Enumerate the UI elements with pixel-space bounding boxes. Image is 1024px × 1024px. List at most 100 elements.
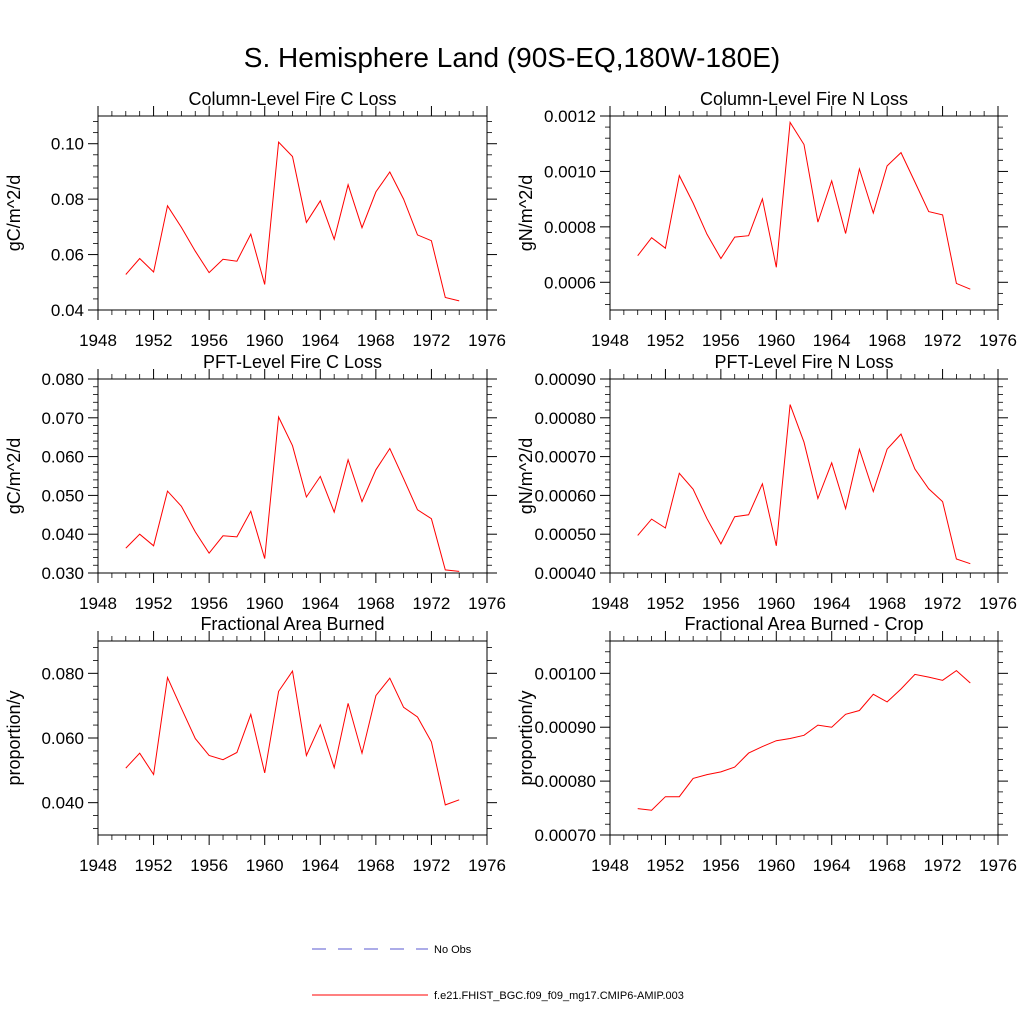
x-tick-label: 1948 — [79, 594, 117, 613]
x-tick-label: 1968 — [868, 856, 906, 875]
y-axis-label: proportion/y — [516, 690, 536, 785]
y-tick-label: 0.00090 — [535, 718, 596, 737]
y-axis-label: gN/m^2/d — [516, 438, 536, 514]
x-tick-label: 1972 — [413, 856, 451, 875]
panel-pft-level-fire-n-loss: PFT-Level Fire N Loss gN/m^2/d 1948 1952 195… — [516, 352, 1017, 613]
figure-title: S. Hemisphere Land (90S-EQ,180W-180E) — [244, 42, 780, 73]
x-tick-label: 1956 — [190, 331, 228, 350]
x-tick-label: 1968 — [357, 856, 395, 875]
x-tick-label: 1960 — [757, 331, 795, 350]
y-tick-label: 0.080 — [41, 664, 84, 683]
legend-label-no-obs: No Obs — [434, 944, 472, 956]
y-tick-label: 0.00090 — [535, 370, 596, 389]
x-tick-label: 1952 — [647, 856, 685, 875]
x-tick-label: 1972 — [924, 594, 962, 613]
y-tick-label: 0.00100 — [535, 664, 596, 683]
panel-column-level-fire-c-loss: Column-Level Fire C Loss gC/m^2/d 1948 1952… — [4, 89, 506, 350]
panel-pft-level-fire-c-loss: PFT-Level Fire C Loss gC/m^2/d 1948 1952 195… — [4, 352, 506, 613]
x-tick-label: 1952 — [135, 331, 173, 350]
y-tick-label: 0.0006 — [544, 273, 596, 292]
x-tick-label: 1964 — [301, 594, 339, 613]
y-tick-label: 0.0012 — [544, 107, 596, 126]
x-tick-label: 1964 — [301, 331, 339, 350]
panels: Column-Level Fire C Loss gC/m^2/d 1948 1952… — [4, 89, 1017, 875]
x-tick-label: 1964 — [301, 856, 339, 875]
x-tick-label: 1960 — [757, 594, 795, 613]
x-tick-label: 1948 — [591, 331, 629, 350]
y-tick-label: 0.060 — [41, 729, 84, 748]
y-tick-label: 0.070 — [41, 409, 84, 428]
y-tick-label: 0.040 — [41, 794, 84, 813]
series-line-model-run — [637, 120, 971, 290]
y-tick-label: 0.06 — [51, 246, 84, 265]
y-tick-label: 0.00080 — [535, 772, 596, 791]
x-tick-label: 1960 — [246, 331, 284, 350]
y-tick-label: 0.00060 — [535, 486, 596, 505]
y-tick-label: 0.080 — [41, 370, 84, 389]
x-tick-label: 1960 — [246, 594, 284, 613]
x-tick-label: 1956 — [190, 856, 228, 875]
x-tick-label: 1948 — [79, 331, 117, 350]
panel-title: PFT-Level Fire C Loss — [203, 352, 382, 372]
y-tick-label: 0.00040 — [535, 564, 596, 583]
panel-title: PFT-Level Fire N Loss — [714, 352, 893, 372]
x-tick-label: 1968 — [357, 331, 395, 350]
x-tick-label: 1952 — [647, 594, 685, 613]
x-tick-label: 1972 — [413, 594, 451, 613]
y-tick-label: 0.0010 — [544, 162, 596, 181]
x-tick-label: 1964 — [813, 594, 851, 613]
x-tick-label: 1976 — [468, 331, 506, 350]
x-tick-label: 1952 — [647, 331, 685, 350]
series-line-model-run — [637, 404, 971, 565]
y-tick-label: 0.030 — [41, 564, 84, 583]
series-line-model-run — [637, 669, 971, 811]
plot-frame — [97, 115, 488, 311]
x-tick-label: 1972 — [924, 856, 962, 875]
x-tick-label: 1972 — [413, 331, 451, 350]
plot-frame — [609, 640, 999, 836]
x-tick-label: 1956 — [702, 856, 740, 875]
y-tick-label: 0.04 — [51, 301, 84, 320]
y-tick-label: 0.060 — [41, 448, 84, 467]
x-tick-label: 1960 — [246, 856, 284, 875]
y-tick-label: 0.050 — [41, 486, 84, 505]
x-tick-label: 1976 — [979, 594, 1017, 613]
y-tick-label: 0.00050 — [535, 525, 596, 544]
plot-frame — [609, 378, 999, 574]
series-line-model-run — [125, 669, 460, 806]
x-tick-label: 1964 — [813, 856, 851, 875]
x-tick-label: 1948 — [591, 856, 629, 875]
y-tick-label: 0.08 — [51, 190, 84, 209]
x-tick-label: 1960 — [757, 856, 795, 875]
panel-title: Column-Level Fire C Loss — [188, 89, 396, 109]
legend: No Obs f.e21.FHIST_BGC.f09_f09_mg17.CMIP… — [312, 944, 684, 1002]
y-tick-label: 0.10 — [51, 135, 84, 154]
plot-frame — [97, 378, 488, 574]
x-tick-label: 1968 — [357, 594, 395, 613]
x-tick-label: 1956 — [190, 594, 228, 613]
panel-title: Column-Level Fire N Loss — [700, 89, 908, 109]
x-tick-label: 1976 — [979, 331, 1017, 350]
x-tick-label: 1964 — [813, 331, 851, 350]
x-tick-label: 1976 — [979, 856, 1017, 875]
x-tick-label: 1968 — [868, 594, 906, 613]
y-axis-label: gC/m^2/d — [4, 438, 24, 514]
plot-frame — [97, 640, 488, 836]
y-tick-label: 0.0008 — [544, 218, 596, 237]
x-tick-label: 1956 — [702, 594, 740, 613]
x-tick-label: 1952 — [135, 594, 173, 613]
series-line-model-run — [125, 415, 460, 572]
panel-column-level-fire-n-loss: Column-Level Fire N Loss gN/m^2/d 1948 1952… — [516, 89, 1017, 350]
y-axis-label: gC/m^2/d — [4, 175, 24, 251]
series-line-model-run — [125, 140, 460, 302]
panel-fractional-area-burned-crop: Fractional Area Burned - Crop proportion/… — [516, 614, 1017, 875]
y-axis-label: proportion/y — [4, 690, 24, 785]
panel-fractional-area-burned: Fractional Area Burned proportion/y 1948 19… — [4, 614, 506, 875]
x-tick-label: 1948 — [591, 594, 629, 613]
y-tick-label: 0.00070 — [535, 826, 596, 845]
x-tick-label: 1972 — [924, 331, 962, 350]
x-tick-label: 1976 — [468, 594, 506, 613]
y-tick-label: 0.040 — [41, 525, 84, 544]
y-tick-label: 0.00080 — [535, 409, 596, 428]
